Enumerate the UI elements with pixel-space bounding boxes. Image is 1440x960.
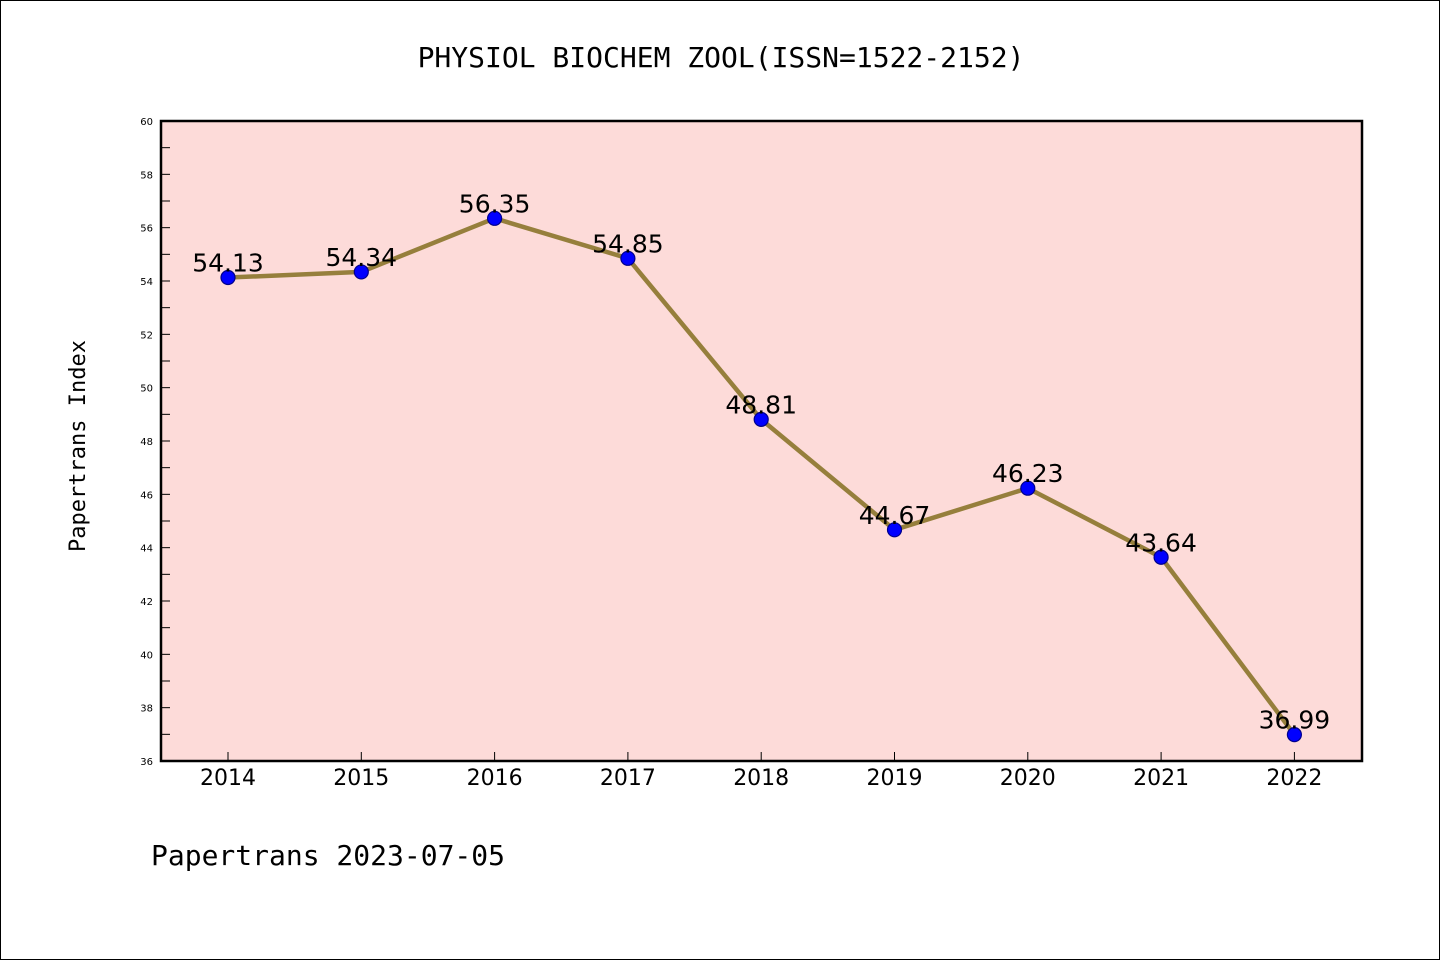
x-tick-label-2021: 2021 (1133, 766, 1189, 791)
y-tick-label-60: 60 (140, 117, 153, 128)
data-label-2021: 43.64 (1125, 528, 1197, 557)
chart-title: PHYSIOL BIOCHEM ZOOL(ISSN=1522-2152) (418, 41, 1025, 74)
y-tick-label-56: 56 (140, 224, 153, 235)
y-tick-label-38: 38 (140, 704, 153, 715)
data-label-2022: 36.99 (1259, 706, 1331, 735)
x-axis: 2014 2015 2016 2017 2018 2019 2020 2021 2022 (200, 752, 1322, 791)
x-tick-label-2019: 2019 (867, 766, 923, 791)
x-tick-label-2016: 2016 (467, 766, 523, 791)
x-tick-label-2017: 2017 (600, 766, 656, 791)
data-point-2016 (487, 210, 503, 226)
y-tick-label-46: 46 (140, 490, 153, 501)
y-tick-label-44: 44 (140, 544, 153, 555)
data-label-2020: 46.23 (992, 459, 1064, 488)
x-tick-label-2015: 2015 (333, 766, 389, 791)
footer-text: Papertrans 2023-07-05 (151, 839, 505, 872)
data-point-2018 (753, 411, 769, 427)
data-label-2018: 48.81 (725, 390, 797, 419)
data-label-2015: 54.34 (326, 243, 398, 272)
y-axis-label: Papertrans Index (66, 340, 91, 552)
y-tick-label-42: 42 (140, 597, 153, 608)
series-layer: 54.13 54.34 56.35 54.85 48.81 44.67 46.23 43.64… (192, 189, 1331, 743)
data-point-2021 (1153, 549, 1169, 565)
y-axis: 36 38 40 42 44 46 48 50 52 54 56 58 60 (140, 117, 170, 768)
y-tick-label-40: 40 (140, 650, 153, 661)
data-point-2015 (353, 264, 369, 280)
y-tick-label-54: 54 (140, 277, 153, 288)
y-tick-label-36: 36 (140, 757, 153, 768)
y-tick-label-50: 50 (140, 384, 153, 395)
y-tick-label-58: 58 (140, 170, 153, 181)
plot-area (159, 119, 1364, 763)
data-point-2019 (886, 522, 903, 538)
data-point-2020 (1020, 480, 1036, 496)
x-tick-label-2018: 2018 (733, 766, 789, 791)
y-tick-label-52: 52 (140, 330, 153, 341)
data-point-2017 (620, 250, 636, 266)
y-tick-label-48: 48 (140, 437, 153, 448)
data-label-2014: 54.13 (192, 249, 264, 278)
data-point-2022 (1286, 726, 1303, 743)
data-label-2019: 44.67 (859, 501, 931, 530)
data-point-2014 (220, 269, 236, 286)
x-tick-label-2022: 2022 (1266, 766, 1322, 791)
x-tick-label-2020: 2020 (1000, 766, 1056, 791)
x-tick-label-2014: 2014 (200, 766, 256, 791)
data-label-2016: 56.35 (459, 189, 531, 218)
data-label-2017: 54.85 (592, 229, 664, 258)
